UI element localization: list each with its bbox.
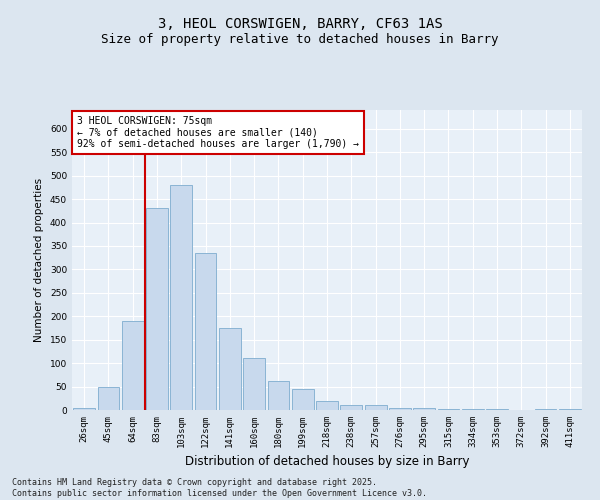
Text: Size of property relative to detached houses in Barry: Size of property relative to detached ho… [101,32,499,46]
Bar [73,408,95,410]
Bar [340,406,362,410]
Bar [219,328,241,410]
Bar [122,321,143,410]
Bar [389,408,411,410]
Bar [268,381,289,410]
Bar [194,253,217,410]
Bar [486,409,508,410]
Bar [559,409,581,410]
Text: 3 HEOL CORSWIGEN: 75sqm
← 7% of detached houses are smaller (140)
92% of semi-de: 3 HEOL CORSWIGEN: 75sqm ← 7% of detached… [77,116,359,149]
Bar [437,408,460,410]
Bar [170,185,192,410]
Bar [462,409,484,410]
Bar [292,389,314,410]
Bar [146,208,168,410]
Bar [365,406,386,410]
Bar [243,358,265,410]
Text: Contains HM Land Registry data © Crown copyright and database right 2025.
Contai: Contains HM Land Registry data © Crown c… [12,478,427,498]
Text: 3, HEOL CORSWIGEN, BARRY, CF63 1AS: 3, HEOL CORSWIGEN, BARRY, CF63 1AS [158,18,442,32]
X-axis label: Distribution of detached houses by size in Barry: Distribution of detached houses by size … [185,456,469,468]
Bar [97,386,119,410]
Bar [413,408,435,410]
Bar [535,408,556,410]
Bar [316,400,338,410]
Y-axis label: Number of detached properties: Number of detached properties [34,178,44,342]
